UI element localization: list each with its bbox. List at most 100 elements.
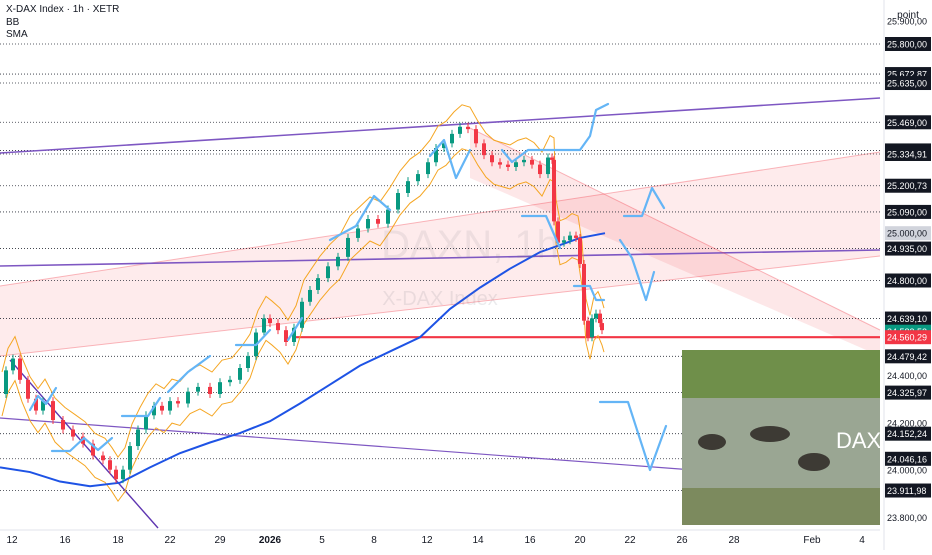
trendline-upper[interactable]: [0, 97, 881, 154]
price-axis-label: point: [897, 10, 919, 21]
candle-body-22: [176, 401, 180, 404]
y-tick-5: 23.800,00: [887, 513, 927, 523]
level-label-5[interactable]: 25.334,91: [887, 149, 927, 159]
x-tick-10: 16: [524, 535, 536, 546]
y-tick-2: 24.400,00: [887, 371, 927, 381]
annotation-arrow-4[interactable]: [234, 328, 272, 347]
annotation-arrow-1[interactable]: [50, 436, 114, 453]
annotation-arrow-7[interactable]: [428, 138, 472, 180]
candle-body-69: [568, 235, 572, 241]
indicator-sma[interactable]: SMA: [6, 29, 28, 40]
level-label-2-bg: [885, 76, 931, 91]
level-label-2[interactable]: 25.635,00: [887, 79, 927, 89]
x-tick-12: 22: [624, 535, 636, 546]
level-label-3[interactable]: 25.469,00: [887, 118, 927, 128]
annotation-arrow-10[interactable]: [622, 186, 666, 218]
x-tick-6: 5: [319, 535, 325, 546]
candle-body-72: [582, 263, 586, 321]
level-label-15[interactable]: 23.911,98: [887, 486, 926, 496]
candle-body-13: [108, 460, 112, 470]
candle-body-29: [246, 356, 250, 369]
level-label-6-bg: [885, 178, 931, 193]
overlay-photo-caption: DAX: [836, 428, 882, 453]
level-label-15-bg: [885, 483, 931, 498]
candle-body-58: [498, 162, 502, 165]
candle-body-28: [238, 368, 242, 380]
level-label-11[interactable]: 24.479,42: [887, 352, 927, 362]
level-label-9[interactable]: 24.800,00: [887, 276, 927, 286]
candle-body-7: [51, 401, 55, 421]
support-label[interactable]: 24.560,29: [887, 333, 927, 343]
candle-body-60: [514, 162, 518, 167]
candle-body-61: [522, 159, 526, 163]
rising-channel-bottom: [0, 255, 881, 357]
candle-body-48: [416, 174, 420, 182]
x-tick-16: 4: [859, 535, 865, 546]
annotation-arrow-6[interactable]: [328, 194, 392, 242]
annotation-arrow-3[interactable]: [166, 354, 212, 394]
level-label-13-bg: [885, 426, 931, 441]
annotation-arrow-8[interactable]: [500, 102, 610, 164]
annotation-arrow-0[interactable]: [28, 386, 58, 412]
candle-body-75: [594, 313, 598, 319]
overlay-buffalo-2: [750, 426, 790, 442]
candle-body-14: [114, 469, 118, 480]
chart-legend: X-DAX Index · 1h · XETR BB SMA: [6, 4, 119, 42]
level-label-0[interactable]: 25.800,00: [887, 40, 927, 50]
annotation-arrow-12[interactable]: [572, 284, 606, 302]
candle-body-73: [586, 320, 590, 338]
level-label-14[interactable]: 24.046,16: [887, 454, 927, 464]
x-tick-14: 28: [728, 535, 740, 546]
indicator-bb[interactable]: BB: [6, 16, 20, 28]
x-tick-4: 29: [214, 535, 226, 546]
candle-body-76: [598, 313, 602, 324]
annotation-arrow-9[interactable]: [520, 214, 562, 250]
candle-body-15: [121, 469, 125, 480]
overlay-photo-grass: [682, 350, 880, 398]
candle-body-77: [600, 323, 604, 331]
level-label-1[interactable]: 25.672,87: [887, 70, 927, 80]
candle-body-56: [482, 143, 486, 156]
level-label-13[interactable]: 24.152,24: [887, 429, 927, 439]
y-tick-4: 24.000,00: [887, 466, 927, 476]
grey-label-0[interactable]: 25.000,00: [887, 229, 927, 239]
candle-body-31: [262, 318, 266, 333]
trendline-steep-down[interactable]: [9, 359, 159, 529]
level-label-6[interactable]: 25.200,73: [887, 181, 927, 191]
candle-body-44: [376, 219, 380, 224]
candle-body-32: [268, 318, 272, 324]
candle-body-17: [136, 429, 140, 447]
annotation-arrow-2[interactable]: [120, 396, 162, 418]
candle-body-27: [228, 379, 232, 383]
candle-body-49: [426, 162, 430, 175]
trendline-middle[interactable]: [0, 249, 881, 267]
candle-body-47: [406, 181, 410, 193]
annotation-arrow-13[interactable]: [598, 400, 668, 472]
level-label-8[interactable]: 24.935,00: [887, 244, 927, 254]
annotation-arrow-5[interactable]: [286, 316, 304, 342]
candle-body-34: [284, 330, 288, 342]
x-tick-1: 16: [59, 535, 71, 546]
level-label-7[interactable]: 25.090,00: [887, 207, 927, 217]
level-label-14-bg: [885, 451, 931, 466]
candle-body-38: [316, 278, 320, 290]
candle-body-6: [41, 401, 45, 411]
x-tick-3: 22: [164, 535, 176, 546]
level-label-9-bg: [885, 273, 931, 288]
candle-body-68: [562, 240, 566, 243]
level-label-10[interactable]: 24.639,10: [887, 314, 927, 324]
candle-body-9: [71, 429, 75, 437]
candle-body-3: [18, 358, 22, 380]
candle-body-70: [574, 235, 578, 238]
chart-title[interactable]: X-DAX Index · 1h · XETR: [6, 4, 120, 15]
candle-body-55: [474, 129, 478, 144]
sma-line[interactable]: [0, 232, 606, 488]
level-label-0-bg: [885, 37, 931, 51]
annotation-arrow-11[interactable]: [618, 238, 656, 302]
candle-body-64: [546, 157, 550, 175]
x-tick-8: 12: [421, 535, 433, 546]
y-tick-3: 24.200,00: [887, 418, 927, 428]
level-label-12[interactable]: 24.325,97: [887, 388, 927, 398]
x-tick-5: 2026: [259, 535, 282, 546]
